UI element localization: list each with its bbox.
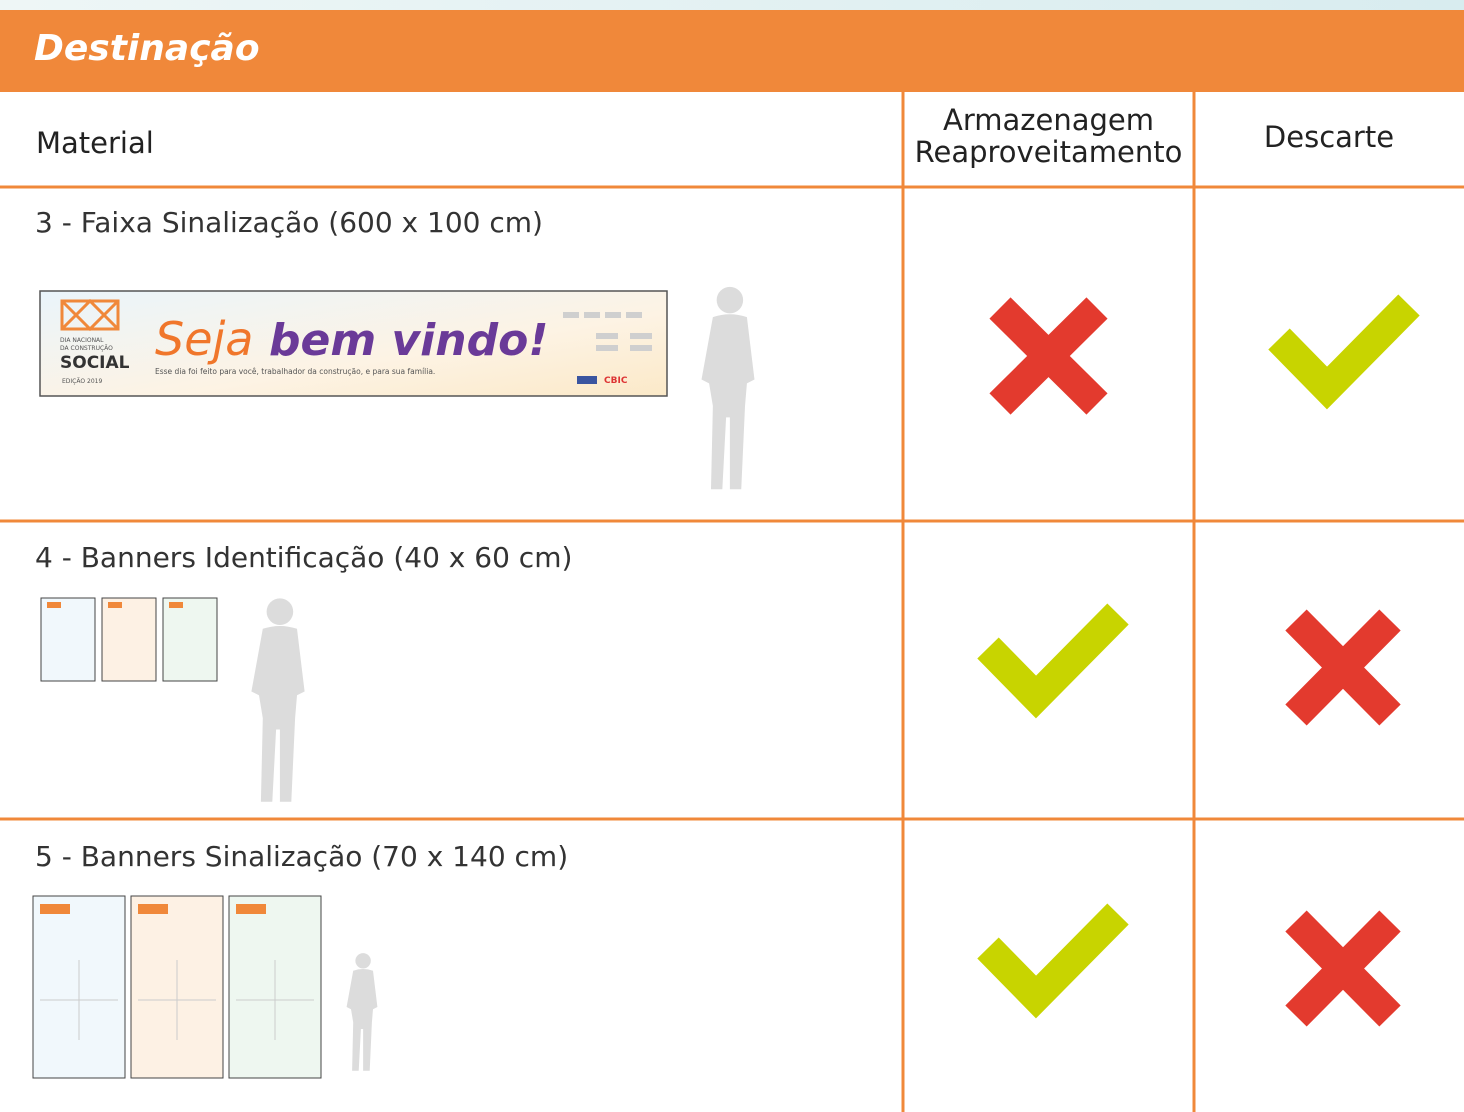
- person-silhouette: [251, 598, 305, 802]
- column-header: Material: [36, 126, 154, 160]
- sponsor: CBIC: [604, 376, 628, 386]
- status-icons: [977, 294, 1420, 1027]
- top-strip: [0, 0, 1464, 10]
- tagline: Esse dia foi feito para você, trabalhado…: [155, 367, 435, 376]
- greeting-rest: bem vindo!: [269, 315, 548, 366]
- logo-word: SOCIAL: [60, 353, 130, 373]
- row-label: 5 - Banners Sinalização (70 x 140 cm): [35, 840, 569, 873]
- row-label: 4 - Banners Identificação (40 x 60 cm): [35, 541, 573, 574]
- column-header: Descarte: [1263, 120, 1395, 154]
- logo-line: DIA NACIONAL: [60, 337, 104, 344]
- row-label: 3 - Faixa Sinalização (600 x 100 cm): [35, 206, 543, 239]
- greeting-lead: Seja: [155, 312, 253, 366]
- column-header: Armazenagem Reaproveitamento: [903, 104, 1194, 168]
- small-banners: [40, 597, 218, 682]
- title-band: [0, 10, 1464, 92]
- column-header-line: Armazenagem: [943, 103, 1154, 137]
- person-silhouette: [701, 286, 755, 490]
- edition: EDIÇÃO 2019: [62, 378, 102, 385]
- logo-line: DA CONSTRUÇÃO: [60, 345, 113, 352]
- banner-image: DIA NACIONAL DA CONSTRUÇÃO SOCIAL EDIÇÃO…: [39, 290, 668, 397]
- grid-lines: [0, 92, 1464, 1112]
- tall-banners: [32, 895, 322, 1079]
- title: Destinação: [34, 28, 260, 69]
- column-header-line: Reaproveitamento: [914, 135, 1183, 169]
- person-silhouette: [346, 953, 378, 1071]
